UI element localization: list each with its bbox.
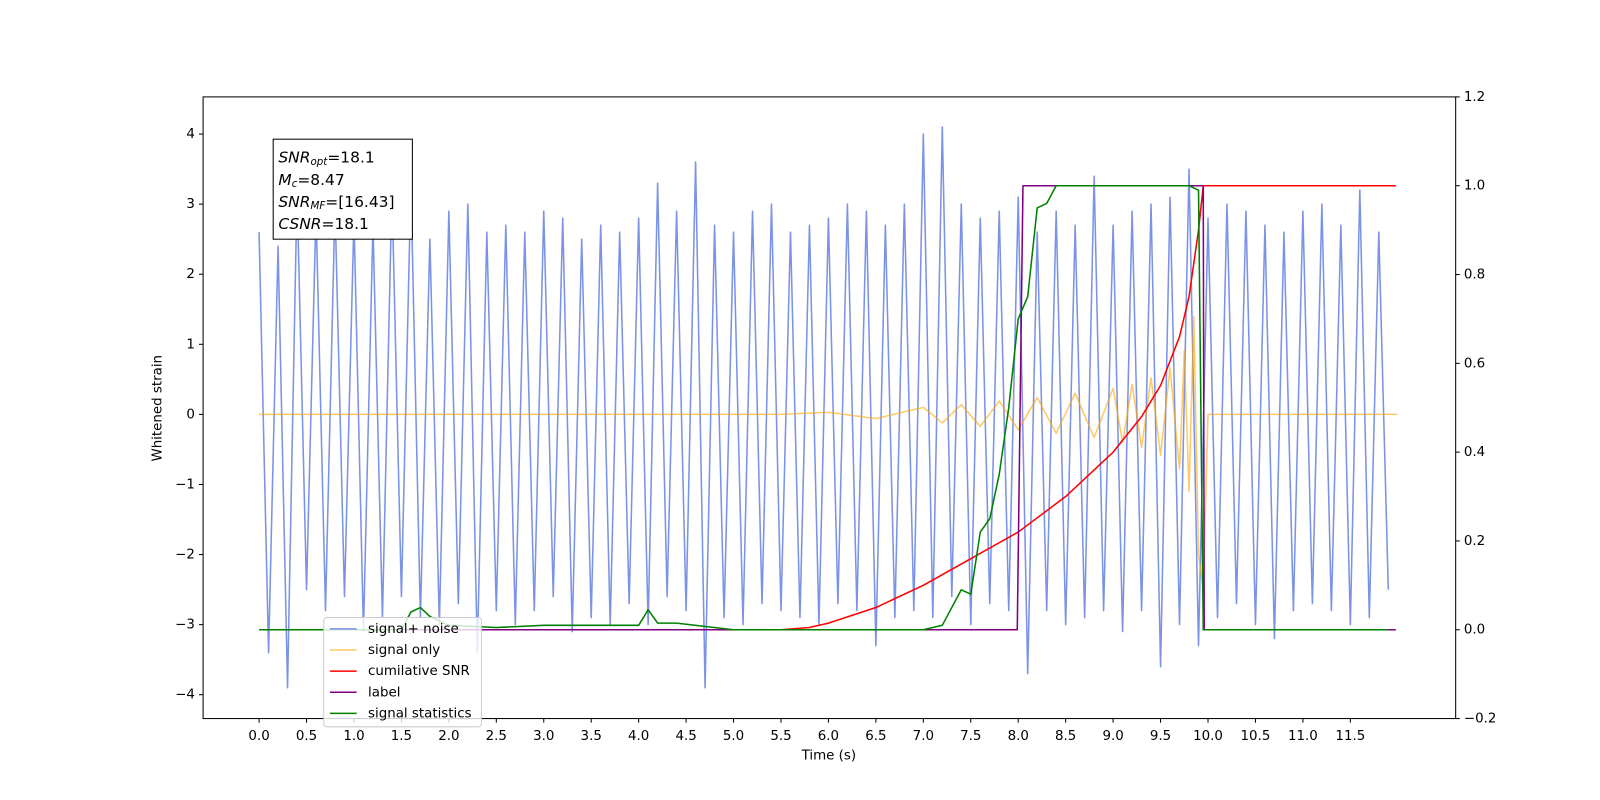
- annotation-value: =18.1: [322, 215, 369, 233]
- x-tick-label: 10.0: [1193, 729, 1223, 744]
- annotation-symbol: SNR: [278, 148, 310, 166]
- y-tick-label: 3: [186, 197, 195, 212]
- y2-tick-label: 0.2: [1464, 534, 1485, 549]
- annotation-subscript: MF: [310, 200, 326, 212]
- annotation-box: [272, 138, 413, 240]
- annotation-line: SNRMF=[16.43]: [278, 193, 394, 213]
- x-tick-label: 5.5: [770, 729, 791, 744]
- annotation-subscript: c: [292, 178, 298, 190]
- legend-box: [323, 617, 482, 728]
- legend-label: signal+ noise: [368, 622, 459, 637]
- x-tick-label: 7.0: [913, 729, 934, 744]
- x-tick-label: 0.0: [248, 729, 269, 744]
- x-tick-label: 5.0: [723, 729, 744, 744]
- y2-tick-label: 0.6: [1464, 356, 1485, 371]
- annotation-line: Mc=8.47: [278, 170, 344, 190]
- annotation-symbol: CSNR: [278, 215, 321, 233]
- y-tick-label: −3: [175, 618, 195, 633]
- annotation-symbol: SNR: [278, 193, 310, 211]
- legend-label: label: [368, 685, 400, 700]
- annotation-value: =8.47: [297, 170, 344, 188]
- x-tick-label: 11.5: [1335, 729, 1365, 744]
- x-tick-label: 7.5: [960, 729, 981, 744]
- y-tick-label: 2: [186, 267, 195, 282]
- y-tick-label: −1: [175, 477, 195, 492]
- y-tick-label: 4: [186, 127, 195, 142]
- x-tick-label: 0.5: [296, 729, 317, 744]
- x-tick-label: 1.5: [391, 729, 412, 744]
- y2-tick-label: 0.0: [1464, 623, 1485, 638]
- annotation-subscript: opt: [310, 156, 328, 168]
- y2-tick-label: −0.2: [1464, 712, 1497, 727]
- annotation-line: SNRopt=18.1: [278, 148, 374, 168]
- x-tick-label: 2.5: [486, 729, 507, 744]
- y2-tick-label: 0.4: [1464, 445, 1485, 460]
- series-line: [258, 126, 1390, 689]
- y2-tick-label: 0.8: [1464, 268, 1485, 283]
- y-axis-label: Whitened strain: [151, 355, 166, 462]
- x-tick-label: 3.5: [581, 729, 602, 744]
- y2-tick-label: 1.2: [1464, 90, 1485, 105]
- x-tick-label: 6.5: [865, 729, 886, 744]
- legend-label: signal statistics: [368, 706, 472, 721]
- x-tick-label: 11.0: [1288, 729, 1318, 744]
- series-line: [259, 315, 1398, 591]
- x-tick-label: 9.0: [1102, 729, 1123, 744]
- x-tick-label: 1.0: [343, 729, 364, 744]
- legend-label: signal only: [368, 643, 440, 658]
- x-tick-label: 10.5: [1241, 729, 1271, 744]
- x-tick-label: 4.0: [628, 729, 649, 744]
- annotation-value: =[16.43]: [325, 193, 394, 211]
- x-tick-label: 8.5: [1055, 729, 1076, 744]
- annotation-line: CSNR=18.1: [278, 215, 369, 233]
- plot-frame: [202, 96, 1457, 720]
- y2-tick-label: 1.0: [1464, 179, 1485, 194]
- x-axis-label: Time (s): [801, 749, 856, 764]
- y-tick-label: 0: [186, 407, 195, 422]
- x-tick-label: 4.5: [675, 729, 696, 744]
- x-tick-label: 2.0: [438, 729, 459, 744]
- y-tick-label: 1: [186, 337, 195, 352]
- y-tick-label: −2: [175, 548, 195, 563]
- legend-label: cumilative SNR: [368, 664, 470, 679]
- annotation-symbol: M: [278, 170, 291, 188]
- x-tick-label: 8.0: [1008, 729, 1029, 744]
- x-tick-label: 6.0: [818, 729, 839, 744]
- y-tick-label: −4: [175, 688, 195, 703]
- x-tick-label: 3.0: [533, 729, 554, 744]
- x-tick-label: 9.5: [1150, 729, 1171, 744]
- annotation-value: =18.1: [327, 148, 374, 166]
